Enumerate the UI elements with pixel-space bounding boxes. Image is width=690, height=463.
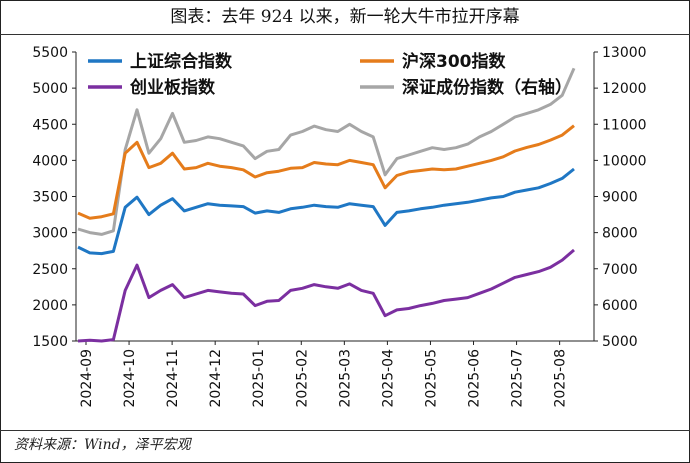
- right-tick-label: 8000: [602, 226, 638, 242]
- x-tick-label: 2025-04: [380, 349, 396, 408]
- x-tick-label: 2024-09: [79, 349, 95, 408]
- right-tick-label: 12000: [602, 81, 647, 97]
- legend-label: 上证综合指数: [130, 51, 233, 72]
- x-tick-label: 2024-12: [208, 349, 224, 408]
- legend-label: 沪深300指数: [402, 51, 506, 72]
- right-tick-label: 11000: [602, 117, 647, 133]
- left-tick-label: 5000: [32, 81, 68, 97]
- figure-title: 图表：去年 924 以来，新一轮大牛市拉开序幕: [170, 7, 520, 27]
- x-tick-label: 2024-10: [122, 349, 138, 408]
- series-group: [77, 67, 576, 343]
- series-line: [77, 167, 575, 256]
- series-line: [77, 124, 575, 220]
- source-note: 资料来源：Wind，泽平宏观: [14, 437, 191, 453]
- x-tick-label: 2025-03: [337, 349, 353, 408]
- left-tick-label: 1500: [32, 334, 68, 350]
- x-tick-label: 2025-05: [423, 349, 439, 408]
- x-tick-label: 2025-07: [510, 349, 526, 408]
- x-tick-label: 2025-01: [251, 349, 267, 408]
- right-tick-label: 7000: [602, 262, 638, 278]
- source-divider: [0, 430, 690, 431]
- right-tick-label: 5000: [602, 334, 638, 350]
- title-divider: [0, 34, 690, 35]
- series-line: [77, 67, 576, 236]
- axes-group: 1500 2000 2500 3000 3500 4000 4500 5000 5500 5000…: [32, 45, 646, 408]
- legend-label: 深证成份指数（右轴）: [402, 77, 572, 98]
- left-tick-label: 2500: [32, 262, 68, 278]
- right-tick-label: 13000: [602, 45, 647, 61]
- x-tick-label: 2025-06: [467, 349, 483, 408]
- x-tick-label: 2024-11: [165, 349, 181, 408]
- left-tick-label: 2000: [32, 298, 68, 314]
- x-tick-label: 2025-08: [553, 349, 569, 408]
- left-tick-label: 4000: [32, 153, 68, 169]
- left-tick-label: 3000: [32, 226, 68, 242]
- left-tick-label: 3500: [32, 190, 68, 206]
- right-tick-label: 9000: [602, 190, 638, 206]
- right-tick-label: 10000: [602, 153, 647, 169]
- line-chart: 1500 2000 2500 3000 3500 4000 4500 5000 5500 5000…: [32, 45, 646, 408]
- legend-label: 创业板指数: [129, 77, 216, 98]
- left-tick-label: 4500: [32, 117, 68, 133]
- right-tick-label: 6000: [602, 298, 638, 314]
- series-line: [77, 248, 575, 343]
- x-tick-label: 2025-02: [294, 349, 310, 408]
- left-tick-label: 5500: [32, 45, 68, 61]
